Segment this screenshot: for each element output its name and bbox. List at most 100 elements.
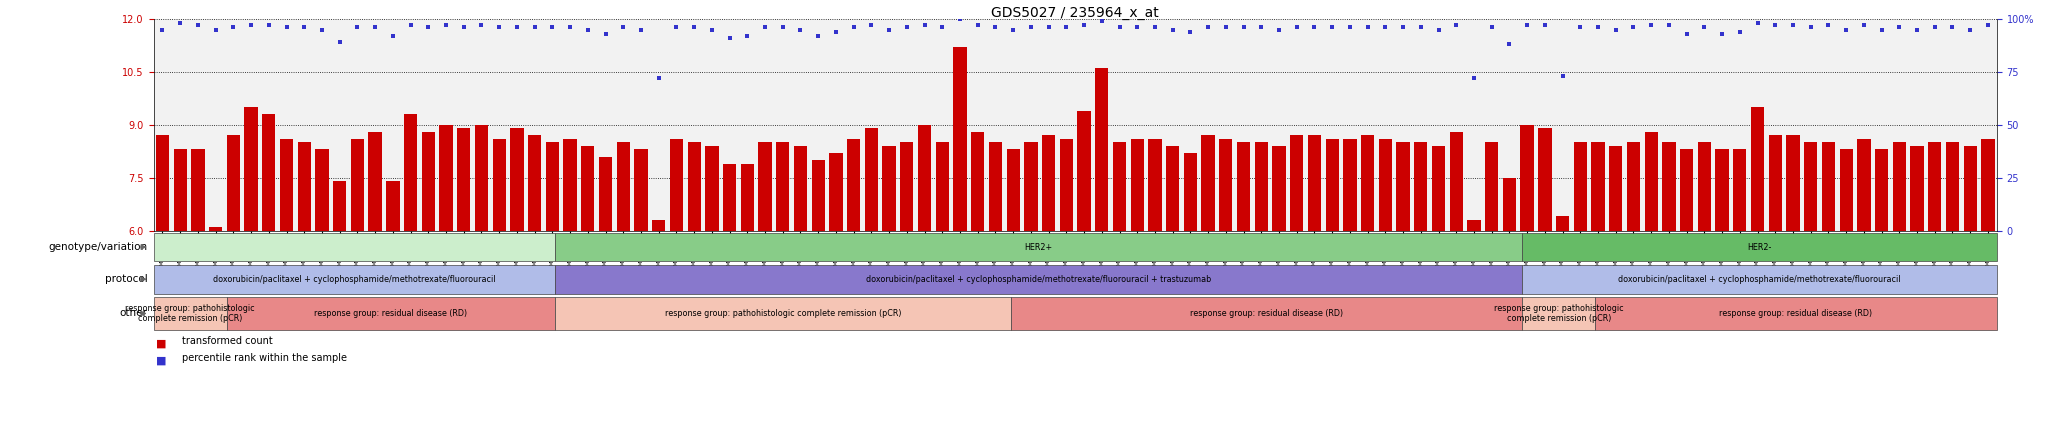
Point — [1051, 24, 1083, 31]
Point — [1264, 26, 1296, 33]
Bar — [1858, 139, 1870, 231]
Bar — [244, 107, 258, 231]
Bar — [651, 220, 666, 231]
Bar — [350, 139, 365, 231]
Point — [1671, 30, 1704, 37]
Bar — [1466, 220, 1481, 231]
Bar — [528, 135, 541, 231]
Text: ■: ■ — [156, 338, 166, 349]
Bar — [262, 114, 274, 231]
Bar — [174, 149, 186, 231]
Text: protocol: protocol — [104, 274, 147, 284]
Point — [819, 28, 852, 35]
Point — [1227, 24, 1260, 31]
Bar — [1927, 143, 1942, 231]
Point — [446, 24, 479, 31]
Point — [1901, 26, 1933, 33]
Point — [1599, 26, 1632, 33]
Point — [1067, 22, 1100, 29]
Bar — [989, 143, 1001, 231]
Point — [199, 26, 231, 33]
Text: other: other — [119, 308, 147, 319]
Point — [926, 24, 958, 31]
Point — [393, 22, 426, 29]
Bar — [829, 153, 842, 231]
Bar — [334, 181, 346, 231]
Text: response group: pathohistologic
complete remission (pCR): response group: pathohistologic complete… — [1493, 304, 1624, 323]
Bar — [918, 125, 932, 231]
Text: response group: pathohistologic
complete remission (pCR): response group: pathohistologic complete… — [125, 304, 254, 323]
Bar — [1255, 143, 1268, 231]
Bar — [1520, 125, 1534, 231]
Text: doxorubicin/paclitaxel + cyclophosphamide/methotrexate/fluorouracil: doxorubicin/paclitaxel + cyclophosphamid… — [213, 275, 496, 284]
Point — [1741, 20, 1774, 27]
Point — [1157, 26, 1190, 33]
Bar — [1325, 139, 1339, 231]
Point — [1776, 22, 1808, 29]
Point — [236, 22, 268, 29]
Bar — [1786, 135, 1800, 231]
Bar — [1839, 149, 1853, 231]
Point — [1386, 24, 1419, 31]
Point — [270, 24, 303, 31]
Bar — [1769, 135, 1782, 231]
Bar — [227, 135, 240, 231]
Point — [1032, 24, 1065, 31]
Point — [1565, 24, 1597, 31]
Bar — [1184, 153, 1196, 231]
Point — [1528, 22, 1561, 29]
Text: transformed count: transformed count — [182, 335, 272, 346]
Point — [305, 26, 338, 33]
Bar — [156, 135, 170, 231]
Point — [518, 24, 551, 31]
Bar — [422, 132, 434, 231]
Point — [1759, 22, 1792, 29]
Point — [1847, 22, 1880, 29]
Bar — [1149, 139, 1161, 231]
Bar — [563, 139, 578, 231]
Bar — [1679, 149, 1694, 231]
Bar — [1077, 111, 1092, 231]
Point — [430, 22, 463, 29]
Bar — [281, 139, 293, 231]
Point — [1245, 24, 1278, 31]
Point — [891, 24, 924, 31]
Point — [643, 75, 676, 82]
Point — [1120, 24, 1153, 31]
Bar — [190, 149, 205, 231]
Text: doxorubicin/paclitaxel + cyclophosphamide/methotrexate/fluorouracil: doxorubicin/paclitaxel + cyclophosphamid… — [1618, 275, 1901, 284]
Bar — [1096, 69, 1108, 231]
Point — [1014, 24, 1047, 31]
Point — [979, 24, 1012, 31]
Point — [803, 33, 836, 39]
Point — [465, 22, 498, 29]
Point — [1653, 22, 1686, 29]
Point — [1405, 24, 1438, 31]
Point — [625, 26, 657, 33]
Bar — [457, 128, 471, 231]
Point — [731, 33, 764, 39]
Point — [1866, 26, 1898, 33]
Bar — [1591, 143, 1606, 231]
Point — [1421, 26, 1454, 33]
Text: response group: residual disease (RD): response group: residual disease (RD) — [1720, 309, 1872, 318]
Bar — [1290, 135, 1303, 231]
Point — [1475, 24, 1507, 31]
Bar — [1556, 217, 1569, 231]
Point — [553, 24, 586, 31]
Bar — [1378, 139, 1393, 231]
Point — [1618, 24, 1651, 31]
Point — [164, 20, 197, 27]
Text: response group: pathohistologic complete remission (pCR): response group: pathohistologic complete… — [666, 309, 901, 318]
Text: response group: residual disease (RD): response group: residual disease (RD) — [313, 309, 467, 318]
Bar — [616, 143, 631, 231]
Bar — [369, 132, 381, 231]
Bar — [1645, 132, 1657, 231]
Bar — [936, 143, 948, 231]
Bar — [209, 227, 223, 231]
Bar — [1663, 143, 1675, 231]
Bar — [1362, 135, 1374, 231]
Bar — [1309, 135, 1321, 231]
Point — [713, 35, 745, 41]
Point — [342, 24, 375, 31]
